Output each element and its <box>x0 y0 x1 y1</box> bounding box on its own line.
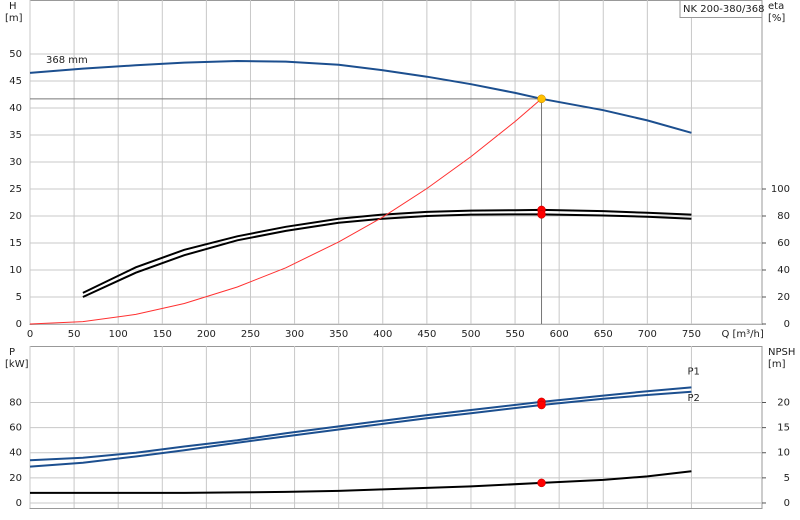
x-axis-label: Q [m³/h] <box>721 329 763 340</box>
y-tick-label: 80 <box>9 398 22 409</box>
y-tick-label: 40 <box>9 448 22 459</box>
y2-tick-label: 0 <box>784 319 790 330</box>
y-tick-label: 0 <box>16 498 22 509</box>
x-tick-label: 200 <box>197 329 216 340</box>
x-tick-label: 100 <box>109 329 128 340</box>
y2-axis-label: NPSH <box>768 347 795 358</box>
duty-point <box>537 210 546 219</box>
y2-tick-label: 80 <box>777 211 790 222</box>
x-tick-label: 50 <box>68 329 81 340</box>
series-line <box>29 59 692 134</box>
x-tick-label: 450 <box>417 329 436 340</box>
x-tick-label: 750 <box>682 329 701 340</box>
y2-tick-label: 0 <box>784 498 790 509</box>
annotation-box <box>679 0 763 18</box>
y2-tick-label: 5 <box>784 473 790 484</box>
duty-point <box>537 478 546 488</box>
series-line <box>29 390 692 468</box>
x-tick-label: 300 <box>285 329 304 340</box>
y2-tick-label: 20 <box>777 292 790 303</box>
y-tick-label: 10 <box>9 265 22 276</box>
y-tick-label: 45 <box>9 76 22 87</box>
y2-axis-unit: [%] <box>768 13 785 24</box>
x-tick-label: 250 <box>241 329 260 340</box>
duty-point <box>537 94 546 104</box>
series-line <box>82 213 692 298</box>
y-tick-label: 50 <box>9 49 22 60</box>
y-axis-label: H <box>9 1 17 12</box>
y2-tick-label: 10 <box>777 448 790 459</box>
y-tick-label: 5 <box>16 292 22 303</box>
series-line <box>29 386 692 462</box>
y2-tick-label: 15 <box>777 423 790 434</box>
x-tick-label: 150 <box>153 329 172 340</box>
series-line <box>82 208 692 294</box>
x-tick-label: 400 <box>373 329 392 340</box>
y-tick-label: 40 <box>9 103 22 114</box>
y-tick-label: 20 <box>9 473 22 484</box>
y-tick-label: 15 <box>9 238 22 249</box>
y-axis-label: P <box>9 347 15 358</box>
x-tick-label: 550 <box>506 329 525 340</box>
x-tick-label: 0 <box>27 329 33 340</box>
series-line <box>29 98 542 325</box>
y2-tick-label: 40 <box>777 265 790 276</box>
series-label: P2 <box>687 393 699 404</box>
y2-tick-label: 20 <box>777 398 790 409</box>
series-line <box>30 470 692 494</box>
y-tick-label: 35 <box>9 130 22 141</box>
y-axis-unit: [m] <box>5 13 23 24</box>
x-tick-label: 500 <box>461 329 480 340</box>
annotation: NK 200-380/368 <box>683 4 764 15</box>
y2-tick-label: 60 <box>777 238 790 249</box>
series-label: P1 <box>687 366 699 377</box>
y2-tick-label: 100 <box>771 184 790 195</box>
y-tick-label: 60 <box>9 423 22 434</box>
x-tick-label: 650 <box>594 329 613 340</box>
y-tick-label: 25 <box>9 184 22 195</box>
y-tick-label: 0 <box>16 319 22 330</box>
y2-axis-unit: [m] <box>768 359 786 370</box>
y-tick-label: 30 <box>9 157 22 168</box>
x-tick-label: 350 <box>329 329 348 340</box>
x-tick-label: 600 <box>550 329 569 340</box>
y2-axis-label: eta <box>768 1 784 12</box>
y-axis-unit: [kW] <box>5 359 29 370</box>
y-tick-label: 20 <box>9 211 22 222</box>
duty-point <box>537 400 546 410</box>
x-tick-label: 700 <box>638 329 657 340</box>
series-label: 368 mm <box>46 55 88 66</box>
